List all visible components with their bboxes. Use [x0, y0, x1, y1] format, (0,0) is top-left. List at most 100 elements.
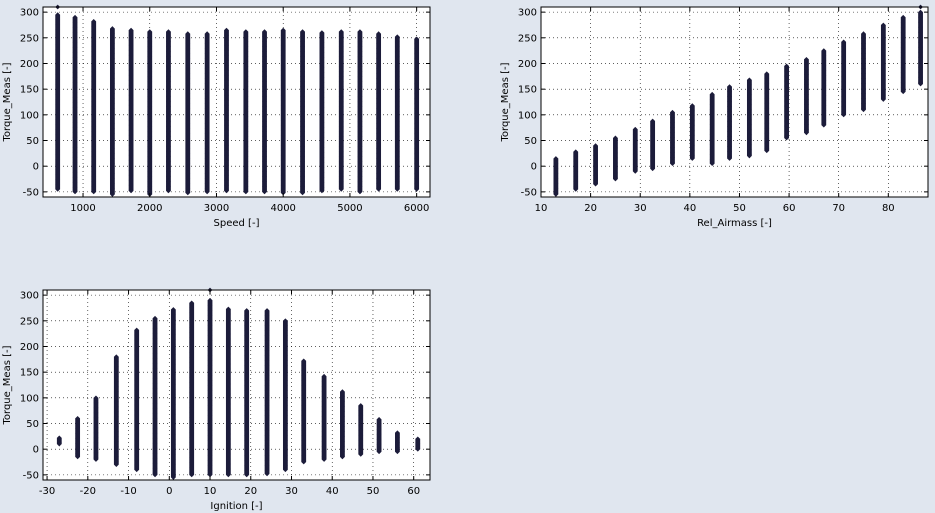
data-point — [553, 171, 559, 176]
data-point — [670, 161, 675, 167]
data-point — [170, 312, 176, 317]
data-point — [204, 66, 210, 72]
data-point — [861, 56, 866, 62]
x-tick-label: 50 — [367, 486, 380, 497]
data-point — [55, 142, 61, 148]
data-point — [880, 97, 886, 102]
data-point — [900, 39, 906, 45]
data-point — [394, 174, 400, 180]
data-point — [185, 31, 191, 37]
data-point — [166, 74, 171, 80]
data-point — [394, 99, 400, 105]
data-point — [189, 465, 195, 471]
data-point — [319, 180, 325, 186]
data-point — [152, 420, 158, 426]
data-point — [152, 325, 158, 331]
data-point — [243, 94, 249, 100]
data-point — [670, 154, 675, 160]
data-point — [395, 445, 400, 451]
y-tick-label: 0 — [33, 445, 39, 456]
data-point — [244, 328, 250, 333]
data-point — [72, 24, 78, 30]
data-point — [804, 130, 809, 136]
data-point — [280, 177, 286, 183]
data-point — [113, 354, 119, 360]
data-point — [262, 59, 267, 65]
data-point — [262, 54, 267, 60]
data-point — [650, 118, 656, 124]
data-point — [280, 62, 286, 68]
data-point — [55, 127, 61, 133]
data-point — [152, 350, 158, 356]
data-point — [204, 121, 210, 127]
data-point — [244, 438, 250, 443]
data-point — [338, 104, 344, 110]
data-point — [900, 84, 906, 90]
data-point — [764, 86, 770, 92]
data-point — [262, 159, 267, 165]
data-point — [414, 71, 420, 77]
data-point — [93, 457, 99, 462]
data-point — [225, 411, 231, 417]
data-point — [134, 357, 140, 363]
data-point — [170, 402, 176, 407]
data-point — [262, 129, 267, 135]
data-point — [264, 378, 270, 383]
data-point — [861, 76, 866, 82]
data-point — [243, 49, 249, 55]
data-point — [262, 79, 267, 85]
data-point — [204, 146, 210, 152]
data-point — [166, 129, 171, 135]
data-point — [244, 393, 250, 398]
data-point — [225, 401, 231, 407]
data-point — [861, 46, 866, 52]
x-tick-label: 70 — [832, 203, 845, 214]
data-point — [170, 332, 176, 337]
data-point — [280, 132, 286, 138]
data-point — [204, 189, 210, 195]
data-column — [632, 126, 638, 174]
data-point — [394, 184, 400, 190]
data-point — [185, 51, 191, 57]
data-point — [338, 29, 344, 35]
data-point — [689, 143, 695, 148]
data-point — [357, 49, 363, 55]
data-point — [55, 37, 61, 43]
data-point — [152, 445, 158, 451]
data-point — [55, 112, 61, 118]
plot-area — [42, 289, 431, 481]
data-column — [670, 109, 675, 167]
data-point — [358, 448, 364, 453]
data-point — [282, 463, 288, 469]
data-point — [264, 313, 270, 318]
data-column — [414, 36, 420, 192]
data-point — [689, 148, 695, 153]
data-point — [376, 56, 382, 62]
data-point — [166, 84, 171, 90]
data-point — [243, 104, 249, 110]
data-point — [189, 315, 195, 321]
data-point — [109, 192, 115, 197]
data-point — [152, 360, 158, 366]
data-point — [319, 140, 325, 146]
data-point — [244, 418, 250, 423]
data-point — [244, 363, 250, 368]
data-point — [207, 397, 213, 403]
y-tick-label: 100 — [20, 110, 39, 121]
data-point — [170, 342, 176, 347]
data-point — [225, 466, 231, 472]
data-point — [918, 29, 923, 35]
data-point — [189, 370, 195, 376]
data-point — [650, 148, 656, 154]
data-point — [207, 452, 213, 458]
data-point — [319, 185, 325, 191]
data-column — [170, 307, 176, 480]
data-point — [280, 72, 286, 78]
data-point — [376, 86, 382, 92]
data-point — [841, 104, 847, 110]
data-point — [301, 378, 307, 384]
data-point — [394, 124, 400, 130]
data-point — [224, 122, 229, 128]
data-point — [340, 399, 345, 405]
data-point — [147, 169, 153, 175]
